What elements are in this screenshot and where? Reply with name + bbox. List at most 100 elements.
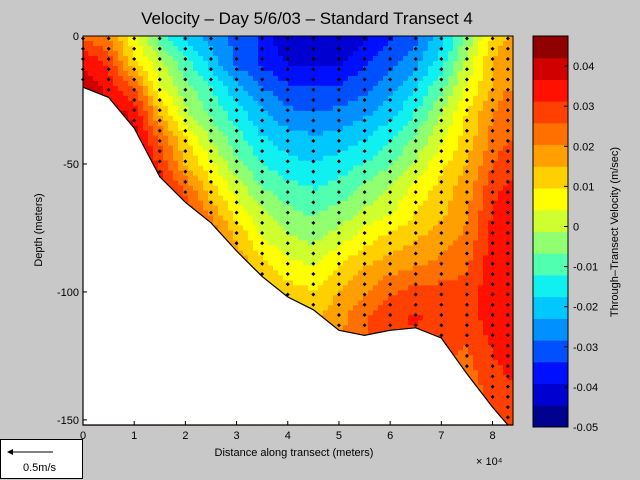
contour-cell [293, 250, 299, 257]
contour-cell [258, 245, 264, 252]
contour-cell [268, 225, 274, 232]
contour-cell [163, 100, 169, 107]
contour-cell [278, 36, 284, 42]
contour-cell [383, 235, 389, 242]
contour-cell [308, 170, 314, 177]
contour-cell [178, 125, 184, 132]
contour-cell [138, 115, 144, 122]
contour-cell [383, 55, 389, 62]
contour-cell [313, 140, 319, 147]
contour-cell [343, 280, 349, 286]
contour-cell [338, 80, 344, 87]
contour-cell [393, 95, 399, 102]
contour-cell [378, 205, 384, 212]
contour-cell [178, 190, 184, 197]
contour-cell [138, 105, 144, 112]
contour-cell [348, 280, 354, 286]
contour-cell [258, 50, 264, 57]
contour-cell [358, 280, 364, 286]
contour-cell [363, 225, 369, 232]
contour-cell [333, 295, 339, 301]
contour-cell [298, 60, 304, 67]
contour-cell [288, 60, 294, 67]
contour-cell [98, 40, 104, 47]
contour-cell [383, 195, 389, 202]
contour-cell [263, 80, 269, 87]
contour-cell [323, 200, 329, 207]
contour-cell [298, 295, 304, 301]
contour-cell [368, 55, 374, 62]
contour-cell [228, 65, 234, 72]
contour-cell [318, 200, 324, 207]
contour-cell [258, 180, 264, 187]
contour-cell [238, 40, 244, 47]
contour-cell [303, 55, 309, 62]
contour-cell [368, 330, 374, 336]
contour-cell [328, 180, 334, 187]
contour-cell [328, 55, 334, 62]
contour-cell [383, 260, 389, 267]
contour-cell [293, 220, 299, 227]
contour-cell [308, 245, 314, 252]
contour-cell [388, 285, 394, 291]
contour-cell [253, 110, 259, 117]
contour-cell [143, 145, 149, 152]
contour-cell [353, 240, 359, 247]
contour-cell [318, 135, 324, 142]
contour-cell [353, 245, 359, 252]
contour-cell [383, 45, 389, 52]
contour-cell [203, 70, 209, 77]
contour-cell [313, 260, 319, 267]
contour-cell [393, 260, 399, 267]
contour-cell [238, 165, 244, 172]
contour-cell [288, 85, 294, 92]
contour-cell [328, 100, 334, 107]
contour-cell [318, 175, 324, 182]
contour-cell [368, 75, 374, 82]
contour-cell [323, 300, 329, 306]
contour-cell [353, 205, 359, 212]
contour-cell [328, 260, 334, 267]
contour-cell [198, 85, 204, 92]
contour-cell [273, 205, 279, 212]
contour-cell [168, 130, 174, 137]
contour-cell [363, 70, 369, 77]
contour-cell [318, 45, 324, 52]
contour-cell [198, 125, 204, 132]
contour-cell [83, 55, 89, 62]
contour-cell [378, 260, 384, 267]
contour-cell [238, 190, 244, 197]
contour-cell [343, 120, 349, 127]
contour-cell [353, 295, 359, 301]
contour-cell [373, 110, 379, 117]
contour-cell [273, 115, 279, 122]
contour-cell [268, 140, 274, 147]
contour-cell [378, 140, 384, 147]
contour-cell [298, 80, 304, 87]
contour-cell [143, 100, 149, 107]
contour-cell [348, 135, 354, 142]
contour-cell [118, 65, 124, 72]
contour-cell [158, 135, 164, 142]
contour-cell [233, 50, 239, 57]
contour-cell [363, 245, 369, 252]
contour-cell [183, 165, 189, 172]
contour-cell [333, 320, 339, 326]
contour-cell [303, 265, 309, 271]
contour-cell [348, 320, 354, 326]
contour-cell [328, 270, 334, 276]
contour-cell [138, 36, 144, 42]
contour-cell [298, 105, 304, 112]
contour-cell [323, 105, 329, 112]
contour-cell [398, 115, 404, 122]
contour-cell [298, 95, 304, 102]
contour-cell [323, 165, 329, 172]
contour-cell [333, 200, 339, 207]
contour-cell [308, 55, 314, 62]
contour-cell [213, 36, 219, 42]
contour-cell [298, 250, 304, 257]
contour-cell [383, 130, 389, 137]
contour-cell [158, 60, 164, 67]
contour-cell [388, 100, 394, 107]
contour-cell [193, 65, 199, 72]
